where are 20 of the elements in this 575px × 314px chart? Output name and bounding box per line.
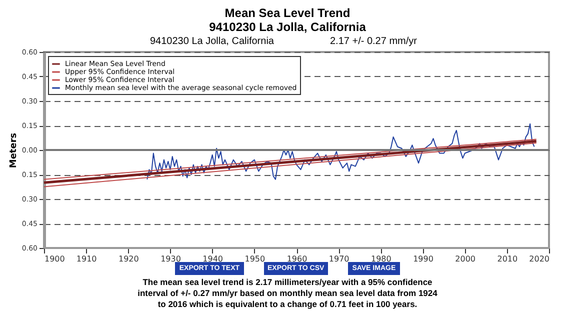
x-tick-label: 1980	[370, 254, 392, 264]
x-tick-label: 1970	[328, 254, 350, 264]
x-tick-label: 1920	[118, 254, 139, 264]
x-tick-label: 1900	[44, 254, 65, 264]
x-tick-label: 1930	[160, 254, 181, 264]
text: 2.17 +/- 0.27 mm/yr	[330, 36, 417, 47]
line-series	[146, 123, 535, 180]
text: The mean sea level trend is 2.17 millimeters/year with a 95% confidence interval of +/- 0.27 mm/yr based on monthly mean sea level data from 1924 to 2016 which is equivalent to a change of 0.71 feet in 100 years.	[136, 277, 438, 310]
chart-title: Mean Sea Level Trend	[224, 6, 352, 20]
x-tick-label: 1940	[202, 254, 224, 264]
x-tick-label: 1990	[413, 254, 434, 264]
chart-subtitle: 9410230 La Jolla, California	[208, 20, 367, 34]
x-tick-label: 2010	[497, 254, 518, 264]
text: 9410230 La Jolla, California	[150, 36, 274, 47]
x-tick-label: 1910	[76, 254, 97, 264]
x-tick-label: 1960	[286, 254, 308, 264]
x-tick-label: 2000	[455, 254, 476, 264]
x-tick-label: 1950	[244, 254, 266, 264]
y-axis-title: Meters	[8, 132, 19, 168]
x-tick-label: 2020	[529, 254, 550, 264]
